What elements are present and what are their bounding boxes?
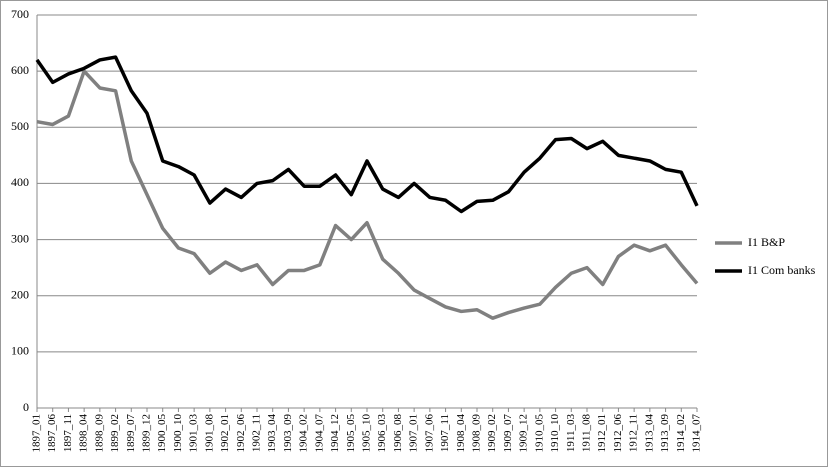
- y-tick-label: 0: [23, 400, 29, 414]
- x-tick-label: 1897_01: [31, 414, 43, 453]
- x-tick-label: 1906_08: [392, 414, 404, 453]
- y-tick-label: 600: [11, 63, 29, 77]
- x-tick-label: 1906_03: [376, 414, 388, 453]
- x-tick-label: 1901_08: [203, 414, 215, 453]
- x-tick-label: 1897_11: [62, 414, 74, 452]
- legend-label: I1 B&P: [748, 235, 785, 249]
- x-tick-label: 1898_09: [93, 414, 105, 453]
- x-tick-label: 1911_03: [565, 414, 577, 453]
- y-tick-label: 400: [11, 175, 29, 189]
- legend-label: I1 Com banks: [748, 263, 816, 277]
- x-tick-label: 1904_12: [329, 414, 341, 453]
- x-tick-label: 1902_11: [251, 414, 263, 452]
- x-tick-label: 1903_09: [282, 414, 294, 453]
- x-tick-label: 1902_06: [235, 414, 247, 453]
- x-tick-label: 1907_01: [408, 414, 420, 453]
- x-tick-label: 1909_12: [518, 414, 530, 453]
- y-tick-label: 500: [11, 119, 29, 133]
- x-tick-label: 1909_02: [486, 414, 498, 453]
- x-tick-label: 1908_09: [471, 414, 483, 453]
- x-tick-label: 1910_10: [549, 414, 561, 453]
- x-tick-label: 1903_04: [266, 414, 278, 453]
- x-tick-label: 1904_02: [298, 414, 310, 453]
- x-tick-label: 1913_09: [659, 414, 671, 453]
- x-tick-label: 1907_11: [439, 414, 451, 452]
- x-tick-label: 1905_10: [361, 414, 373, 453]
- x-tick-label: 1912_01: [596, 414, 608, 453]
- x-tick-label: 1898_04: [78, 414, 90, 453]
- y-tick-label: 300: [11, 231, 29, 245]
- x-tick-label: 1901_03: [188, 414, 200, 453]
- series-line: [35, 55, 699, 214]
- x-tick-label: 1907_06: [423, 414, 435, 453]
- y-tick-label: 700: [11, 7, 29, 21]
- x-tick-label: 1908_04: [455, 414, 467, 453]
- x-tick-label: 1897_06: [46, 414, 58, 453]
- x-tick-label: 1910_05: [533, 414, 545, 453]
- x-tick-label: 1902_01: [219, 414, 231, 453]
- x-tick-label: 1914_02: [675, 414, 687, 453]
- y-tick-label: 200: [11, 287, 29, 301]
- x-tick-label: 1904_07: [313, 414, 325, 453]
- x-tick-label: 1909_07: [502, 414, 514, 453]
- x-tick-label: 1912_06: [612, 414, 624, 453]
- x-tick-label: 1912_11: [628, 414, 640, 452]
- x-tick-label: 1900_05: [156, 414, 168, 453]
- y-tick-label: 100: [11, 344, 29, 358]
- x-tick-label: 1914_07: [691, 414, 703, 453]
- x-tick-label: 1911_08: [581, 414, 593, 453]
- x-tick-label: 1899_07: [125, 414, 137, 453]
- x-tick-label: 1900_10: [172, 414, 184, 453]
- x-tick-label: 1899_12: [141, 414, 153, 453]
- x-tick-label: 1905_05: [345, 414, 357, 453]
- series-line: [36, 69, 699, 320]
- x-tick-label: 1899_02: [109, 414, 121, 453]
- x-tick-label: 1913_04: [643, 414, 655, 453]
